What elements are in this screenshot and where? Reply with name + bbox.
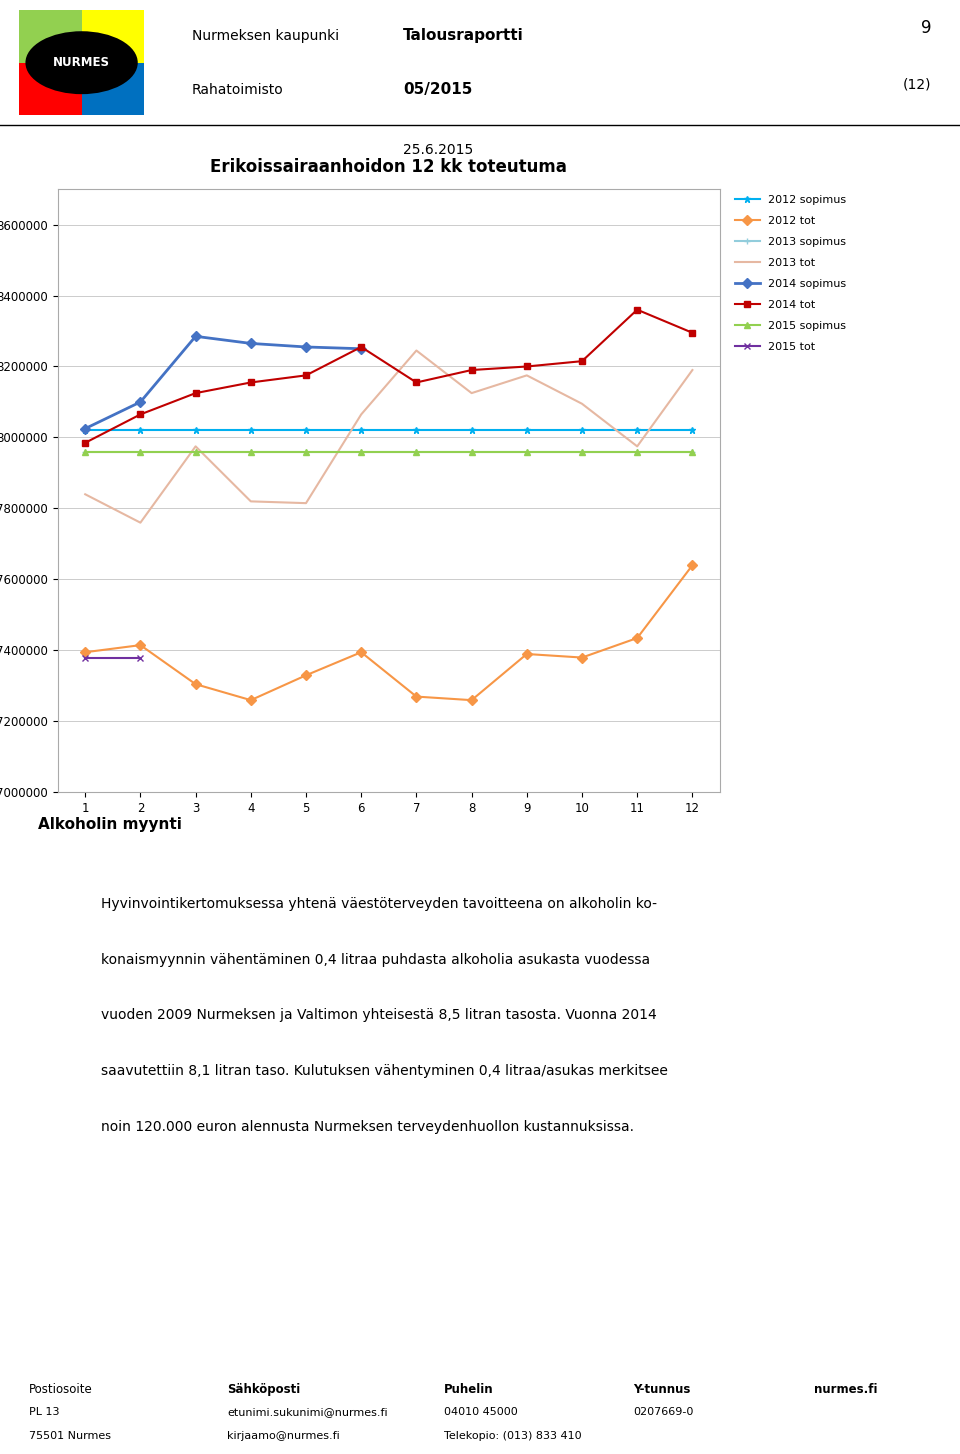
Legend: 2012 sopimus, 2012 tot, 2013 sopimus, 2013 tot, 2014 sopimus, 2014 tot, 2015 sop: 2012 sopimus, 2012 tot, 2013 sopimus, 20… (735, 195, 847, 352)
Text: kirjaamo@nurmes.fi: kirjaamo@nurmes.fi (228, 1431, 340, 1441)
Text: Puhelin: Puhelin (444, 1383, 493, 1396)
FancyBboxPatch shape (19, 10, 82, 63)
Text: 0207669-0: 0207669-0 (634, 1407, 694, 1418)
Text: 04010 45000: 04010 45000 (444, 1407, 517, 1418)
Text: Y-tunnus: Y-tunnus (634, 1383, 691, 1396)
Text: Postiosoite: Postiosoite (29, 1383, 92, 1396)
Text: Hyvinvointikertomuksessa yhtenä väestöterveyden tavoitteena on alkoholin ko-: Hyvinvointikertomuksessa yhtenä väestöte… (101, 897, 657, 910)
Text: Rahatoimisto: Rahatoimisto (192, 83, 284, 96)
Text: Sähköposti: Sähköposti (228, 1383, 300, 1396)
Text: Telekopio: (013) 833 410: Telekopio: (013) 833 410 (444, 1431, 582, 1441)
FancyBboxPatch shape (82, 63, 144, 115)
FancyBboxPatch shape (19, 63, 82, 115)
Ellipse shape (25, 31, 138, 95)
FancyBboxPatch shape (82, 10, 144, 63)
Title: Erikoissairaanhoidon 12 kk toteutuma: Erikoissairaanhoidon 12 kk toteutuma (210, 158, 567, 176)
Text: saavutettiin 8,1 litran taso. Kulutuksen vähentyminen 0,4 litraa/asukas merkitse: saavutettiin 8,1 litran taso. Kulutuksen… (101, 1064, 668, 1079)
Text: (12): (12) (902, 77, 931, 92)
Text: PL 13: PL 13 (29, 1407, 60, 1418)
Text: konaismyynnin vähentäminen 0,4 litraa puhdasta alkoholia asukasta vuodessa: konaismyynnin vähentäminen 0,4 litraa pu… (101, 952, 650, 967)
Text: 25.6.2015: 25.6.2015 (403, 142, 473, 157)
Text: 75501 Nurmes: 75501 Nurmes (29, 1431, 110, 1441)
Text: 9: 9 (921, 19, 931, 38)
Text: noin 120.000 euron alennusta Nurmeksen terveydenhuollon kustannuksissa.: noin 120.000 euron alennusta Nurmeksen t… (101, 1121, 634, 1134)
Text: Talousraportti: Talousraportti (403, 28, 524, 44)
Text: etunimi.sukunimi@nurmes.fi: etunimi.sukunimi@nurmes.fi (228, 1407, 388, 1418)
Text: Nurmeksen kaupunki: Nurmeksen kaupunki (192, 29, 339, 42)
Text: NURMES: NURMES (53, 57, 110, 70)
Text: 05/2015: 05/2015 (403, 81, 472, 97)
Text: nurmes.fi: nurmes.fi (814, 1383, 877, 1396)
Text: Alkoholin myynti: Alkoholin myynti (37, 817, 181, 832)
Text: vuoden 2009 Nurmeksen ja Valtimon yhteisestä 8,5 litran tasosta. Vuonna 2014: vuoden 2009 Nurmeksen ja Valtimon yhteis… (101, 1009, 657, 1022)
